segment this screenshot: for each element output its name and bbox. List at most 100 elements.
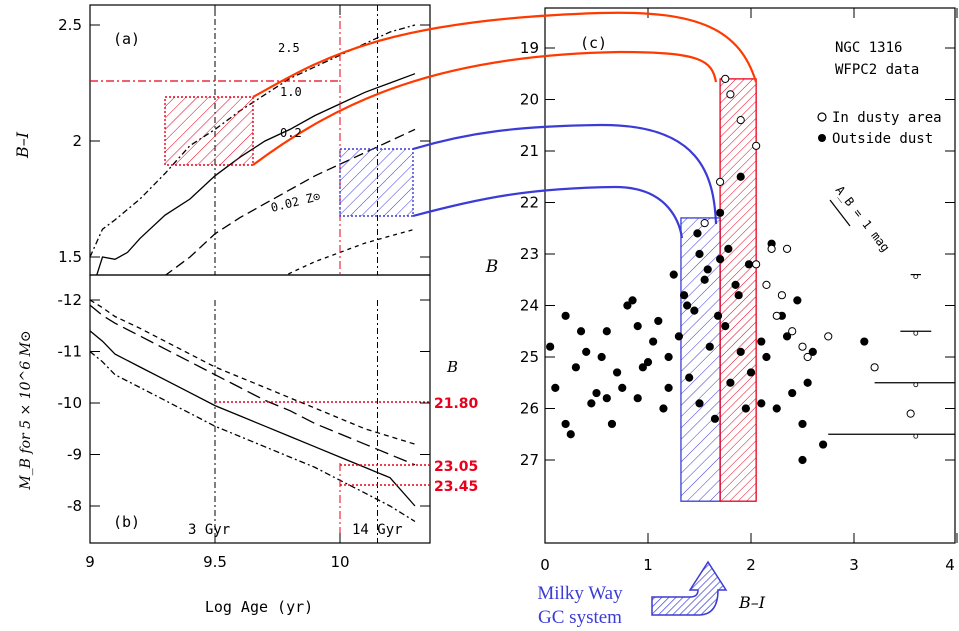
panel-b-curve-2 [90,330,416,507]
point-outside-dust [744,260,754,269]
point-outside-dust [602,327,611,336]
panel-b-ylabel: M_B for 5 × 10^6 M⊙ [18,330,34,490]
panel-c-xlabel: B–I [738,593,766,612]
point-outside-dust [860,337,869,346]
point-outside-dust [695,249,704,259]
legend-open-marker [817,112,827,122]
point-dusty-area [726,90,735,99]
panel-b-ytick-label: -9 [67,446,82,464]
point-outside-dust [772,404,781,413]
curve-label-0-02: 0.02 Z⊙ [269,189,321,215]
point-outside-dust [700,275,709,284]
point-outside-dust [664,352,673,362]
point-outside-dust [808,347,817,356]
point-outside-dust [683,301,692,310]
b-value-23-45: 23.45 [434,479,478,495]
legend-filled-marker [818,134,826,142]
point-outside-dust [618,383,627,392]
point-outside-dust [628,296,637,305]
point-outside-dust [551,383,560,392]
panel-c-tag: (c) [580,34,607,52]
point-outside-dust [690,306,699,315]
panel-a-tag: (a) [113,30,140,48]
point-outside-dust [716,208,725,217]
point-outside-dust [685,373,694,382]
point-outside-dust [716,255,725,264]
panel-b-xtick-label: 9.5 [203,553,227,571]
point-outside-dust [757,337,766,346]
panel-c-ytick-label: 24 [520,297,539,315]
point-outside-dust [571,363,581,372]
point-outside-dust [746,368,756,377]
panel-b-xtick-label: 10 [330,553,349,571]
panel-c-ytick-label: 21 [520,142,539,160]
point-outside-dust [695,399,704,408]
extinction-label: A_B = 1 mag [833,183,893,254]
point-outside-dust [782,332,792,341]
point-outside-dust [633,394,642,403]
point-outside-dust [798,419,807,429]
point-outside-dust [757,399,766,408]
curve-label-2-5: 2.5 [278,41,300,55]
panel-a-ytick-label: 2.5 [58,16,82,34]
panel-b-xtick-label: 9 [85,553,95,571]
red-color-box [719,78,757,502]
point-outside-dust [566,430,575,439]
point-dusty-area [777,291,787,300]
point-dusty-area [752,141,761,150]
panel-c-xtick-label: 2 [746,556,756,574]
connector-curve-3 [412,185,684,239]
point-dusty-area [788,327,797,336]
panel-c-ytick-label: 22 [520,194,539,212]
panel-b-ytick-label: -12 [58,291,83,309]
point-dusty-area [798,342,807,351]
point-outside-dust [705,342,714,351]
point-dusty-area [772,311,781,320]
panel-c-frame [544,7,956,544]
connector-curve-2 [412,123,718,225]
error-bar-marker [913,274,919,280]
panel-a-blue-box [339,148,414,217]
extinction-vector [829,199,851,227]
extinction-label-text: A_B = 1 mag [833,183,893,254]
mw-label-1: Milky Way [537,583,623,604]
point-outside-dust [592,388,601,398]
legend-filled-label: Outside dust [832,131,933,147]
point-outside-dust [721,322,730,331]
point-outside-dust [607,419,617,429]
panel-c-ytick-label: 27 [520,451,539,469]
point-dusty-area [782,244,792,253]
panel-c-ytick-label: 25 [520,348,539,366]
connector-curve-1 [252,50,718,166]
point-outside-dust [762,352,771,362]
point-outside-dust [736,347,745,356]
panel-c-xtick-label: 0 [540,556,550,574]
panel-b-curve-3 [90,350,416,523]
b-header: B [446,358,458,376]
point-outside-dust [726,378,735,387]
point-outside-dust [654,316,663,326]
panel-a-ytick-label: 2 [72,132,82,150]
curve-label-1-0: 1.0 [280,85,302,99]
point-outside-dust [803,378,812,387]
point-outside-dust [741,404,750,413]
panel-b-ytick-label: -8 [67,497,82,515]
point-outside-dust [798,455,807,465]
point-outside-dust [561,419,570,429]
mw-label-2: GC system [538,607,622,628]
curve-label-0-2: 0.2 [280,126,302,140]
point-outside-dust [713,311,723,320]
panel-c-xtick-label: 3 [849,556,859,574]
point-outside-dust [633,322,642,331]
point-outside-dust [703,265,712,274]
error-bar-marker [913,382,919,388]
panel-a-ylabel: B–I [13,131,32,159]
point-outside-dust [623,301,632,310]
point-dusty-area [716,177,725,186]
point-dusty-area [736,116,745,125]
point-outside-dust [602,394,611,403]
b-value-23-05: 23.05 [434,459,478,475]
panel-b-curve-1 [90,304,416,466]
point-outside-dust [734,291,743,300]
